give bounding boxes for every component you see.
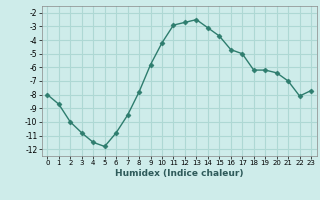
X-axis label: Humidex (Indice chaleur): Humidex (Indice chaleur) xyxy=(115,169,244,178)
